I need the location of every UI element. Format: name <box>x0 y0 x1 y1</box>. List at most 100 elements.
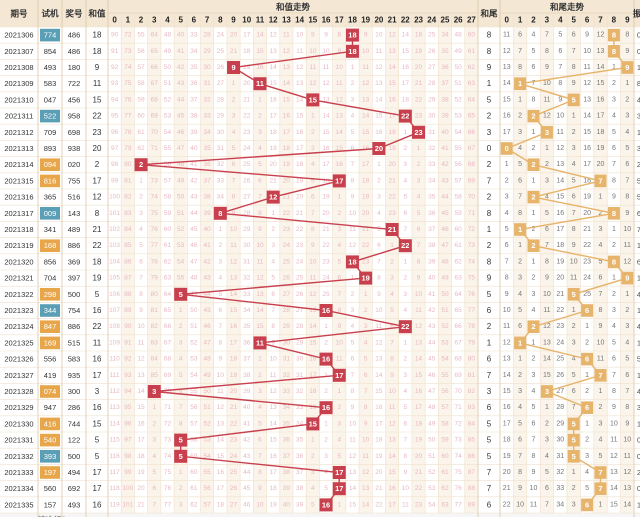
sum-miss-value: 3 <box>351 307 355 314</box>
row-sum: 17 <box>93 468 102 477</box>
sum-miss-value: 62 <box>468 64 476 71</box>
row-tail: 1 <box>487 79 492 88</box>
tail-miss-value: 6 <box>612 145 616 152</box>
sum-miss-value: 5 <box>337 258 341 265</box>
sum-miss-value: 59 <box>190 453 198 460</box>
row-tail: 6 <box>487 306 492 315</box>
sum-axis-tick: 19 <box>361 16 370 25</box>
sum-miss-value: 75 <box>468 275 476 282</box>
sum-miss-value: 53 <box>190 356 198 363</box>
sum-miss-value: 104 <box>109 258 120 265</box>
sum-miss-value: 20 <box>270 161 278 168</box>
row-award: 489 <box>68 225 81 234</box>
sum-miss-value: 19 <box>296 177 304 184</box>
sum-miss-value: 42 <box>428 307 436 314</box>
sum-miss-value: 15 <box>362 129 370 136</box>
row-amp: 2 <box>637 468 640 477</box>
tail-marker-label: 7 <box>598 468 602 477</box>
tail-marker <box>594 369 607 382</box>
sum-marker-label: 15 <box>309 419 317 428</box>
row-award: 397 <box>68 274 81 283</box>
tail-marker-label: 3 <box>545 128 549 137</box>
sum-miss-value: 11 <box>230 242 237 249</box>
row-trial: 168 <box>44 241 57 250</box>
sum-miss-value: 8 <box>271 323 275 330</box>
sum-miss-value: 79 <box>151 275 159 282</box>
sum-miss-value: 95 <box>111 113 119 120</box>
sum-miss-value: 66 <box>468 129 476 136</box>
sum-miss-value: 59 <box>441 437 449 444</box>
sum-miss-value: 10 <box>375 307 383 314</box>
sum-miss-value: 19 <box>375 453 383 460</box>
trial-highlight <box>40 433 60 447</box>
sum-miss-value: 69 <box>468 177 476 184</box>
sum-miss-value: 55 <box>164 145 172 152</box>
row-tail: 9 <box>487 63 492 72</box>
sum-miss-value: 38 <box>296 485 304 492</box>
sum-miss-value: 6 <box>377 242 381 249</box>
sum-marker-label: 12 <box>269 193 277 202</box>
footer-sum-tick: 20 <box>375 516 383 517</box>
sum-miss-value: 7 <box>219 323 223 330</box>
tail-miss-value: 25 <box>583 291 591 298</box>
sum-miss-value: 11 <box>362 64 369 71</box>
sum-miss-value: 54 <box>177 258 185 265</box>
sum-miss-value: 4 <box>311 161 315 168</box>
sum-miss-value: 16 <box>402 64 410 71</box>
sum-miss-value: 21 <box>388 177 396 184</box>
tail-miss-value: 16 <box>503 113 511 120</box>
tail-miss-value: 20 <box>503 469 511 476</box>
sum-miss-value: 31 <box>243 258 251 265</box>
row-tail: 1 <box>487 338 492 347</box>
sum-miss-value: 13 <box>375 80 383 87</box>
sum-miss-value: 57 <box>455 177 463 184</box>
row-sum: 19 <box>93 274 102 283</box>
sum-miss-value: 75 <box>151 210 159 217</box>
sum-miss-value: 57 <box>137 64 145 71</box>
sum-miss-value: 78 <box>124 129 132 136</box>
sum-miss-value: 54 <box>441 356 449 363</box>
tail-marker <box>527 320 540 333</box>
sum-miss-value: 34 <box>283 404 291 411</box>
sum-miss-value: 10 <box>270 356 278 363</box>
row-amp: 0 <box>637 452 640 461</box>
sum-miss-value: 32 <box>243 275 251 282</box>
sum-miss-value: 5 <box>179 372 183 379</box>
sum-miss-value: 13 <box>362 485 370 492</box>
sum-miss-value: 5 <box>152 469 156 476</box>
tail-miss-value: 8 <box>599 307 603 314</box>
sum-miss-value: 17 <box>362 161 370 168</box>
sum-marker <box>359 271 373 285</box>
tail-miss-value: 9 <box>518 485 522 492</box>
sum-miss-value: 61 <box>190 485 198 492</box>
sum-miss-value: 7 <box>377 258 381 265</box>
row-tail: 2 <box>487 322 492 331</box>
tail-miss-value: 7 <box>612 372 616 379</box>
sum-miss-value: 2 <box>364 307 368 314</box>
sum-miss-value: 15 <box>283 96 291 103</box>
sum-marker-label: 18 <box>348 31 356 40</box>
sum-miss-value: 17 <box>283 129 291 136</box>
sum-miss-value: 4 <box>390 291 394 298</box>
tail-miss-value: 11 <box>624 242 631 249</box>
sum-miss-value: 40 <box>428 275 436 282</box>
sum-miss-value: 46 <box>428 372 436 379</box>
trial-highlight <box>40 174 60 188</box>
tail-miss-value: 8 <box>532 453 536 460</box>
sum-miss-value: 38 <box>428 242 436 249</box>
sum-marker <box>213 206 227 220</box>
row-tail: 2 <box>487 160 492 169</box>
sum-miss-value: 14 <box>388 64 396 71</box>
sum-miss-value: 87 <box>124 275 132 282</box>
row-trial: 583 <box>44 79 57 88</box>
sum-miss-value: 7 <box>404 437 408 444</box>
sum-miss-value: 72 <box>124 32 132 39</box>
sum-miss-value: 12 <box>309 291 317 298</box>
sum-miss-value: 21 <box>296 210 304 217</box>
tail-marker <box>514 336 527 350</box>
trial-highlight <box>40 417 60 431</box>
sum-miss-value: 2 <box>311 453 315 460</box>
sum-miss-value: 85 <box>468 437 476 444</box>
tail-miss-value: 7 <box>545 242 549 249</box>
